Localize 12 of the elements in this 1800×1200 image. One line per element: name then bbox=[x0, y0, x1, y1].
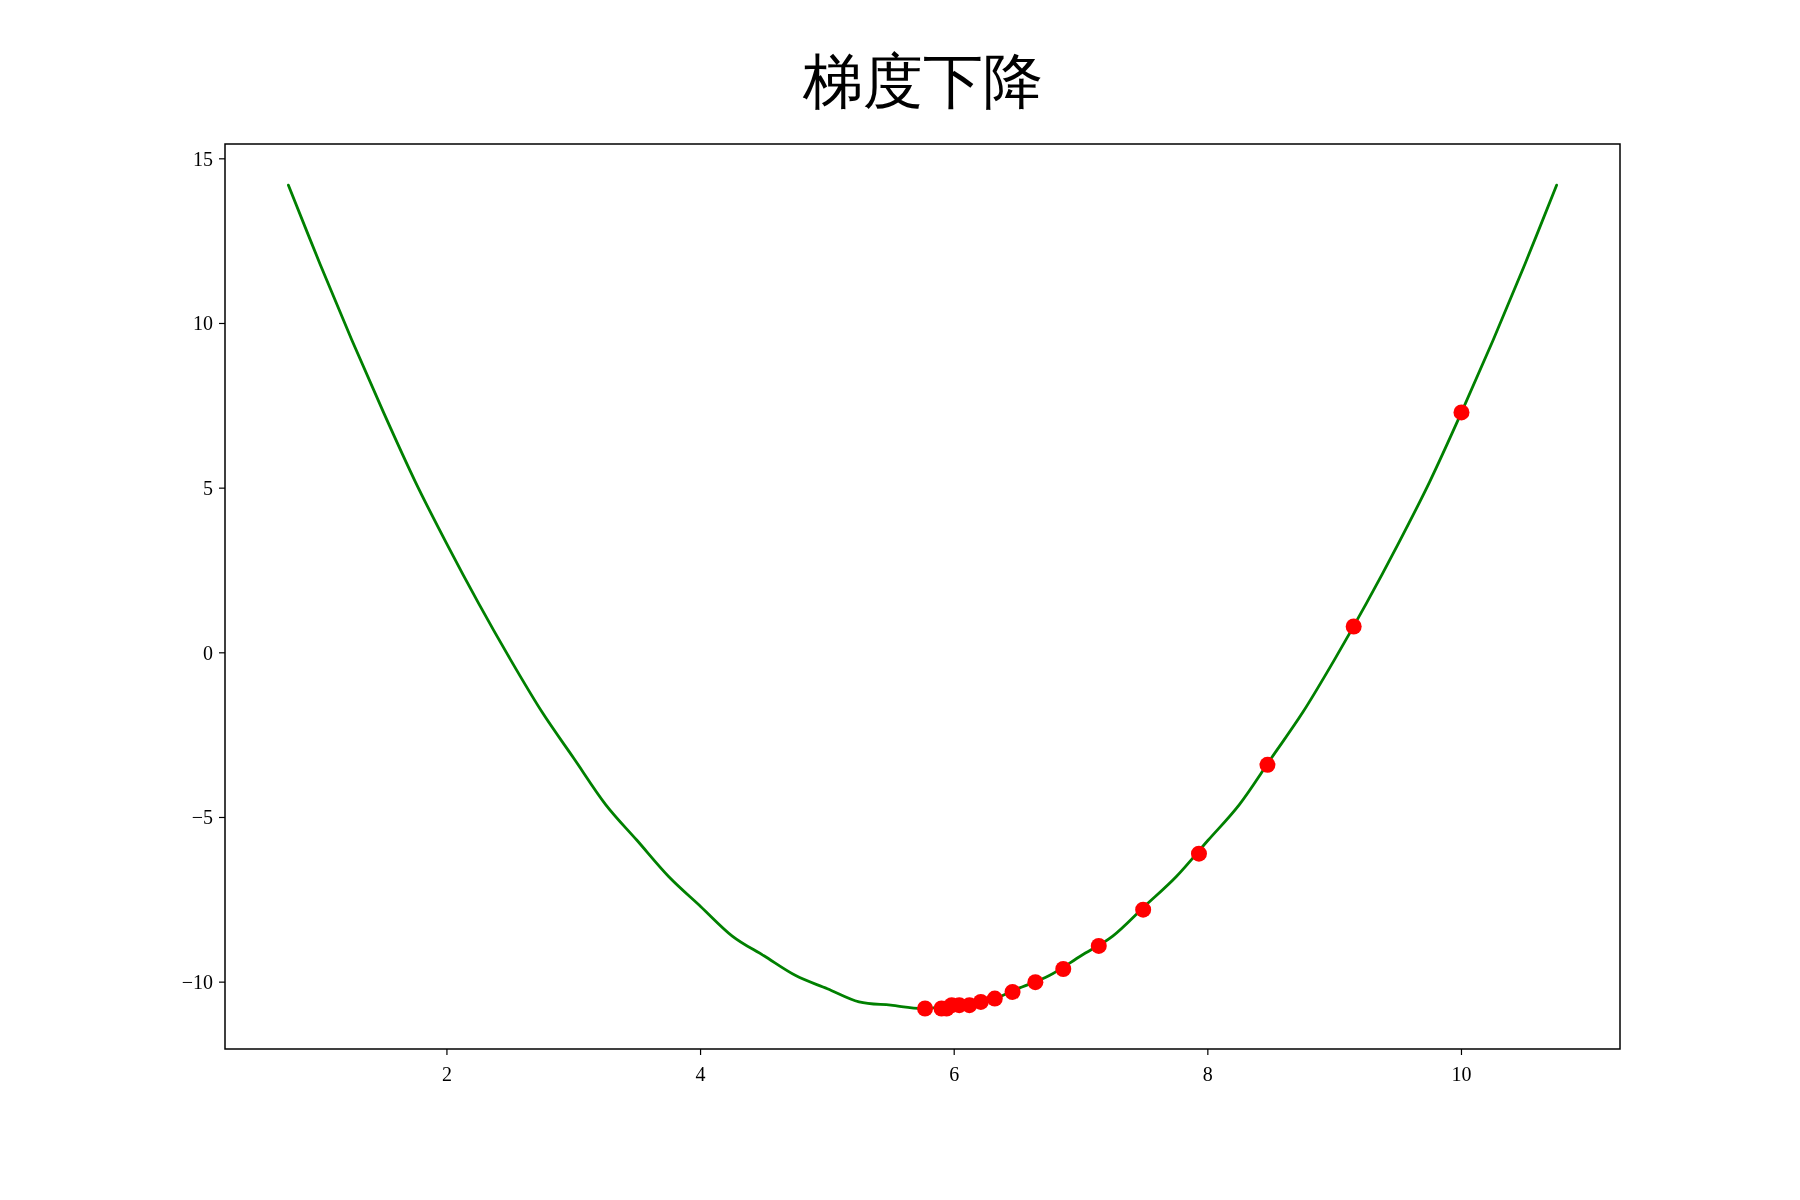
y-tick-label: 10 bbox=[193, 312, 213, 335]
x-tick-label: 2 bbox=[441, 1063, 452, 1085]
y-tick-label: −5 bbox=[191, 806, 213, 829]
y-tick-label: 0 bbox=[203, 641, 213, 664]
x-tick-label: 6 bbox=[949, 1063, 960, 1085]
x-tick-label: 8 bbox=[1202, 1063, 1213, 1085]
y-tick-label: −10 bbox=[181, 971, 213, 994]
y-tick-label: 15 bbox=[193, 147, 213, 170]
x-tick-label: 10 bbox=[1451, 1063, 1472, 1085]
chart-title: 梯度下降 bbox=[801, 49, 1043, 115]
y-tick-label: 5 bbox=[203, 477, 213, 500]
x-tick-label: 4 bbox=[695, 1063, 706, 1085]
